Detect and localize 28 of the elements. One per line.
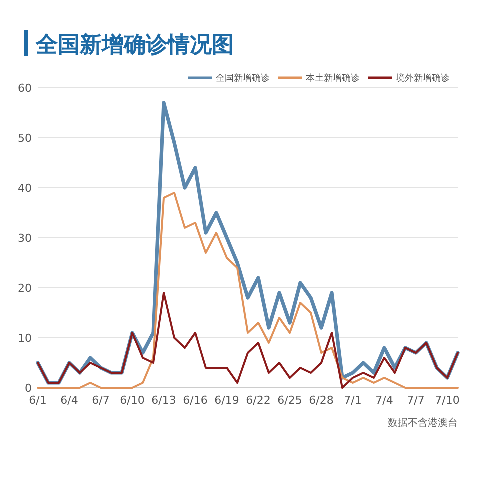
legend-label: 本土新增确诊 [306, 73, 360, 84]
x-tick-label: 7/7 [407, 394, 425, 407]
line-series [37, 292, 459, 389]
x-tick-label: 7/4 [376, 394, 394, 407]
y-tick-label: 30 [18, 232, 32, 245]
x-tick-label: 6/10 [120, 394, 145, 407]
y-tick-label: 40 [18, 182, 32, 195]
legend-label: 全国新增确诊 [216, 73, 270, 84]
x-tick-label: 7/1 [344, 394, 362, 407]
x-tick-label: 6/19 [214, 394, 240, 407]
y-tick-label: 20 [18, 282, 32, 295]
x-tick-label: 6/28 [309, 394, 334, 407]
x-tick-label: 6/4 [60, 394, 78, 407]
legend-label: 境外新增确诊 [395, 73, 450, 84]
line-series [37, 192, 459, 389]
x-tick-label: 6/13 [152, 394, 176, 407]
x-tick-label: 6/7 [92, 394, 110, 407]
text: 数据不含港澳台 [388, 417, 458, 429]
x-tick-label: 7/10 [435, 394, 460, 407]
y-tick-label: 10 [18, 332, 32, 345]
y-tick-label: 60 [18, 82, 32, 95]
x-tick-label: 6/22 [246, 394, 271, 407]
x-tick-label: 6/1 [29, 394, 47, 407]
chart-title: 全国新增确诊情况图 [35, 32, 234, 58]
y-tick-label: 0 [25, 382, 32, 395]
x-tick-label: 6/16 [183, 394, 208, 407]
x-tick-label: 6/25 [278, 394, 302, 407]
y-tick-label: 50 [18, 132, 32, 145]
